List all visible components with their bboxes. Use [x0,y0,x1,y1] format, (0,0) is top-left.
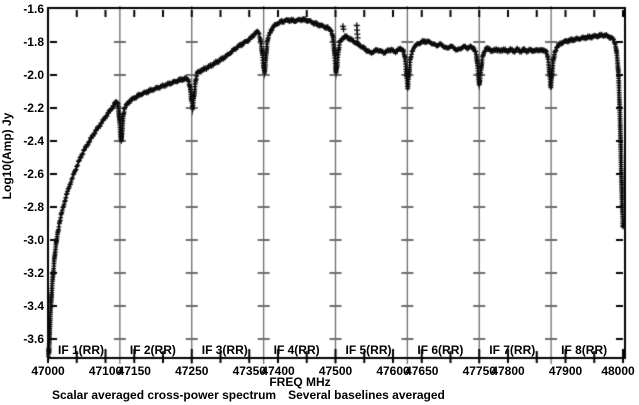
y-tick-label: -2.6 [23,167,44,181]
panel-label: IF 2(RR) [129,343,176,357]
y-tick-label: -1.8 [23,35,44,49]
y-tick-label: -3.6 [23,332,44,346]
x-tick-label: 47100 [88,364,123,378]
y-tick-label: -2.2 [23,101,44,115]
y-tick-label: -3.2 [23,266,44,280]
x-tick-label: 47500 [318,364,353,378]
x-tick-label: 47650 [405,364,439,378]
y-tick-label: -1.6 [23,2,44,16]
y-tick-label: -3.0 [23,233,44,247]
x-tick-label: 47000 [31,364,65,378]
x-tick-label: 47600 [376,364,410,378]
panel-label: IF 3(RR) [201,343,248,357]
y-tick-label: -2.0 [23,68,44,82]
panel-label: IF 8(RR) [561,343,608,357]
panel-label: IF 6(RR) [417,343,464,357]
x-tick-label: 47350 [232,364,266,378]
y-axis-title: Log10(Amp) Jy [0,112,14,200]
x-tick-label: 47150 [117,364,151,378]
y-tick-label: -2.4 [23,134,44,148]
panel-label: IF 7(RR) [489,343,536,357]
x-tick-label: 48000 [601,364,635,378]
panel-label: IF 5(RR) [345,343,392,357]
y-tick-label: -3.4 [23,299,44,313]
figure-caption: Scalar averaged cross-power spectrum Seve… [52,388,445,402]
x-tick-label: 47800 [491,364,525,378]
caption-right: Several baselines averaged [288,388,445,402]
panel-label: IF 1(RR) [58,343,104,357]
x-tick-label: 47750 [462,364,496,378]
caption-left: Scalar averaged cross-power spectrum [52,388,277,402]
x-tick-label: 47400 [261,364,295,378]
x-tick-label: 47900 [548,364,583,378]
x-tick-label: 47250 [175,364,209,378]
x-axis-title: FREQ MHz [269,375,331,389]
panel-label: IF 4(RR) [273,343,320,357]
y-tick-label: -2.8 [23,200,44,214]
